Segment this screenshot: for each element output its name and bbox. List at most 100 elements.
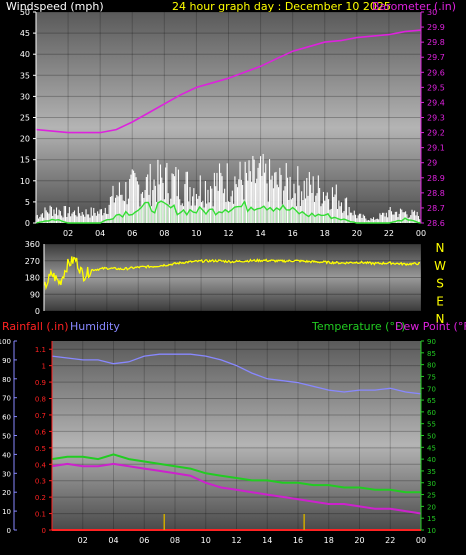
wind-tick-label: 15 [20, 156, 30, 165]
dew-point-label: Dew Point (°F) [395, 320, 466, 333]
humidity-tick-label: 30 [2, 470, 11, 478]
x-tick-label: 08 [159, 229, 169, 238]
temp-tick-label: 65 [427, 397, 436, 405]
temp-line-group [51, 353, 422, 531]
humidity-tick-label: 40 [2, 451, 11, 459]
x-tick-label: 02 [78, 536, 88, 545]
temp-ticks: 90 85 80 75 70 65 60 55 50 45 40 35 30 25 20 15 10 [421, 338, 436, 535]
direction-grid [44, 243, 422, 312]
x-tick-label: 18 [324, 536, 334, 545]
windspeed-label: Windspeed (mph) [6, 0, 104, 13]
rain-tick-label: 0.3 [35, 478, 46, 486]
barometer-tick-label: 29.7 [427, 53, 445, 62]
wind-tick-label: 50 [20, 8, 30, 17]
x-tick-label: 20 [352, 229, 362, 238]
compass-label: S [436, 277, 444, 291]
humidity-tick-label: 100 [0, 338, 11, 346]
wind-tick-label: 45 [20, 29, 30, 38]
temp-tick-label: 60 [427, 409, 436, 417]
barometer-line [35, 29, 422, 134]
temp-tick-label: 20 [427, 503, 436, 511]
rain-tick-label: 0.5 [35, 445, 46, 453]
humidity-tick-label: 0 [7, 527, 11, 535]
temperature-label: Temperature (°F) [311, 320, 406, 333]
rain-tick-label: 1.1 [35, 346, 46, 354]
rain-tick-label: 0.6 [35, 428, 47, 436]
wind-x-ticks: 02 04 06 08 10 12 14 16 18 20 22 00 [63, 229, 426, 238]
wind-tick-label: 25 [20, 114, 30, 123]
rain-tick-label: 0 [42, 527, 46, 535]
temp-tick-label: 85 [427, 350, 436, 358]
barometer-tick-label: 29.8 [427, 38, 445, 47]
barometer-tick-label: 29.1 [427, 144, 445, 153]
compass-label: N [436, 241, 445, 255]
wind-grid [36, 11, 422, 224]
rain-tick-label: 0.1 [35, 511, 46, 519]
barometer-tick-label: 29 [427, 159, 437, 168]
barometer-ticks: 30 29.9 29.8 29.7 29.6 29.5 29.4 29.3 29.2 29.1 29… [421, 8, 445, 228]
x-tick-label: 12 [231, 536, 241, 545]
rain-ticks: 1.1 1 0.9 0.8 0.7 0.6 0.5 0.4 0.3 0.2 0.1 0 [35, 346, 52, 535]
x-tick-label: 16 [288, 229, 298, 238]
direction-ticks: 360 270 180 90 0 [25, 240, 40, 316]
x-tick-label: 02 [63, 229, 73, 238]
temp-tick-label: 45 [427, 444, 436, 452]
x-tick-label: 00 [416, 536, 426, 545]
compass-label: N [436, 312, 445, 326]
barometer-tick-label: 28.8 [427, 189, 445, 198]
rain-tick-label: 0.2 [35, 494, 46, 502]
temp-tick-label: 15 [427, 515, 436, 523]
humidity-tick-label: 70 [2, 395, 11, 403]
wind-tick-label: 35 [20, 71, 30, 80]
temp-tick-label: 80 [427, 362, 436, 370]
temp-tick-label: 25 [427, 492, 436, 500]
temp-tick-label: 75 [427, 373, 436, 381]
x-tick-label: 06 [139, 536, 149, 545]
barometer-tick-label: 28.6 [427, 219, 445, 228]
wind-tick-label: 40 [20, 50, 30, 59]
humidity-tick-label: 50 [2, 433, 11, 441]
x-tick-label: 10 [201, 536, 211, 545]
humidity-tick-label: 20 [2, 489, 11, 497]
barometer-tick-label: 29.2 [427, 129, 445, 138]
temp-tick-label: 35 [427, 468, 436, 476]
rain-tick-label: 1 [42, 363, 46, 371]
barometer-tick-label: 29.3 [427, 114, 445, 123]
temperature-line [51, 453, 421, 494]
compass-label: E [436, 294, 444, 308]
rain-tick-label: 0.9 [35, 379, 46, 387]
temp-plot-area [52, 341, 421, 530]
wind-tick-label: 5 [25, 198, 30, 207]
wind-tick-label: 20 [20, 135, 30, 144]
rainfall-label: Rainfall (.in) [2, 320, 69, 333]
x-tick-label: 04 [108, 536, 118, 545]
temp-tick-label: 10 [427, 527, 436, 535]
temp-tick-label: 30 [427, 480, 436, 488]
direction-plot-area [44, 244, 421, 311]
x-tick-label: 14 [255, 229, 265, 238]
rain-tick-label: 0.4 [35, 461, 47, 469]
wind-tick-label: 0 [25, 219, 30, 228]
wind-average-line [35, 200, 422, 224]
temp-tick-label: 40 [427, 456, 436, 464]
barometer-line-group [35, 29, 422, 224]
barometer-tick-label: 29.4 [427, 98, 445, 107]
humidity-label: Humidity [70, 320, 120, 333]
direction-tick-label: 360 [25, 240, 40, 249]
direction-line-group [43, 256, 420, 291]
x-tick-label: 22 [384, 229, 394, 238]
x-tick-label: 14 [262, 536, 272, 545]
rain-tick-label: 0.7 [35, 412, 46, 420]
x-tick-label: 08 [170, 536, 180, 545]
humidity-line [51, 353, 422, 395]
humidity-tick-label: 10 [2, 508, 11, 516]
temp-tick-label: 55 [427, 421, 436, 429]
x-tick-label: 20 [354, 536, 364, 545]
direction-tick-label: 180 [25, 274, 40, 283]
barometer-tick-label: 30 [427, 8, 437, 17]
temp-tick-label: 90 [427, 338, 436, 346]
x-tick-label: 22 [385, 536, 395, 545]
